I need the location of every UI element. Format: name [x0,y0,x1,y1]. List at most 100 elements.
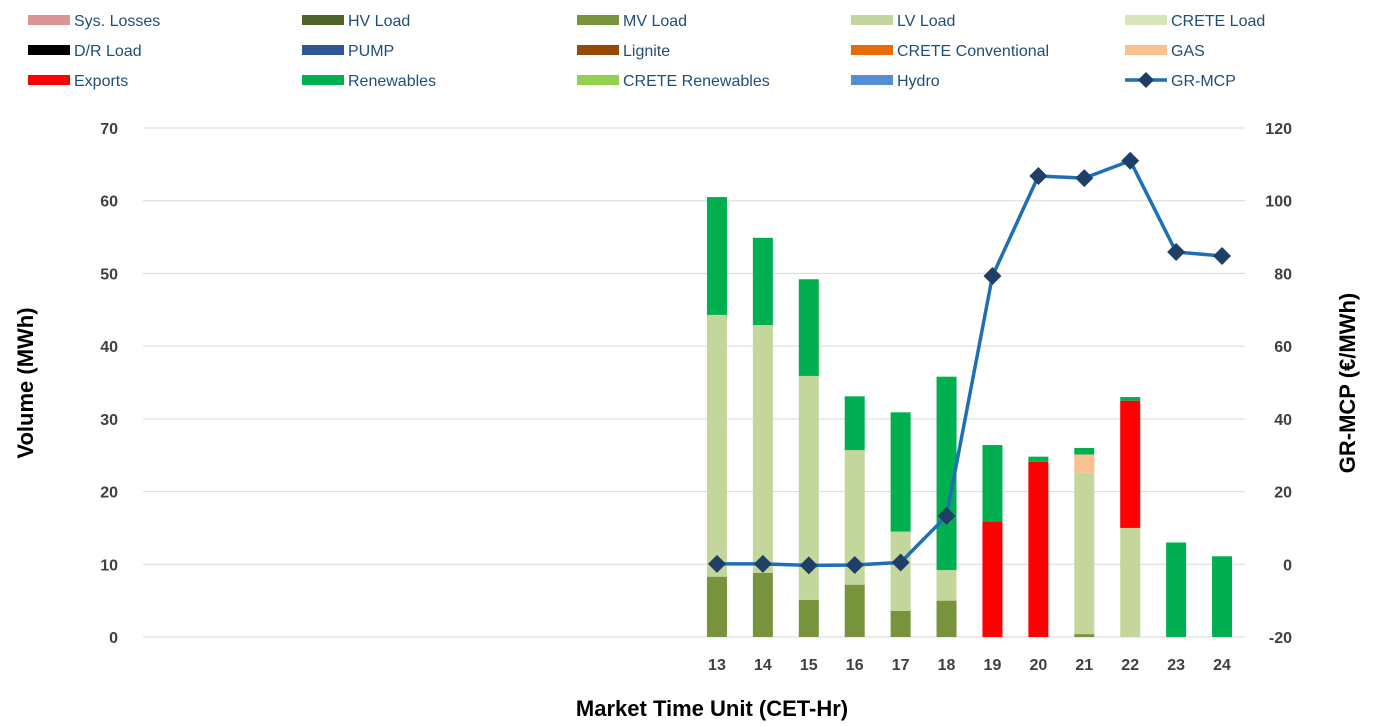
line-marker [1029,166,1048,185]
legend-swatch [302,75,344,85]
legend-label: PUMP [348,43,394,60]
x-tick-label: 13 [708,657,726,674]
bar-segment [982,521,1003,637]
bar-segment [798,599,819,637]
legend-item: Exports [28,73,128,90]
legend-label: Lignite [623,43,670,60]
bar-segment [1028,456,1049,462]
legend-swatch [851,75,893,85]
legend-item: MV Load [577,13,687,30]
y2-tick-label: 40 [1274,412,1292,429]
bar-segment [982,445,1003,522]
y2-axis-title: GR-MCP (€/MWh) [1335,293,1360,473]
bar-segment [1120,400,1141,528]
bar-segment [706,197,727,315]
legend: Sys. Losses HV Load MV Load LV Load CRETE Lo… [28,13,1265,90]
bar-segment [706,314,727,577]
y2-tick-label: -20 [1269,630,1292,647]
bar-segment [1120,527,1141,637]
legend-label: CRETE Load [1171,13,1265,30]
x-tick-label: 20 [1029,657,1047,674]
legend-item: CRETE Conventional [851,43,1049,60]
legend-swatch [577,45,619,55]
y2-tick-label: 0 [1283,557,1292,574]
y-tick-label: 50 [100,266,118,283]
line-marker [983,266,1002,285]
bar-segment [936,600,957,637]
legend-swatch [28,45,70,55]
bars [706,197,1233,637]
legend-swatch [302,45,344,55]
legend-label: GR-MCP [1171,73,1236,90]
bar-segment [752,237,773,326]
y2-tick-label: 80 [1274,266,1292,283]
x-tick-label: 24 [1213,657,1231,674]
legend-item: GR-MCP [1125,72,1236,90]
bar-segment [1074,447,1095,455]
y-tick-label: 20 [100,485,118,502]
legend-swatch [28,75,70,85]
legend-swatch [577,75,619,85]
y2-tick-label: 120 [1265,121,1292,138]
bar-segment [1212,556,1233,637]
x-axis-title: Market Time Unit (CET-Hr) [576,696,848,721]
legend-marker-swatch [1138,72,1154,88]
bar-segment [1074,454,1095,473]
y2-tick-label: 100 [1265,194,1292,211]
axes: 0 10 20 30 40 50 60 70 -20 0 20 40 60 80 100 120 13 14 15 1… [100,121,1292,674]
legend-item: CRETE Renewables [577,73,770,90]
gridlines [143,127,1245,638]
bar-segment [844,396,865,451]
legend-swatch [1125,45,1167,55]
legend-item: HV Load [302,13,410,30]
line-marker [1213,246,1232,265]
x-tick-label: 18 [938,657,956,674]
legend-item: Hydro [851,73,940,90]
bar-segment [890,412,911,532]
line-marker [891,553,910,572]
bar-segment [1074,634,1095,637]
y2-tick-label: 60 [1274,339,1292,356]
legend-label: Hydro [897,73,940,90]
x-tick-label: 23 [1167,657,1185,674]
x-tick-label: 19 [984,657,1002,674]
legend-swatch [28,15,70,25]
y-tick-label: 70 [100,121,118,138]
legend-item: Lignite [577,43,670,60]
legend-swatch [302,15,344,25]
line-marker [1167,242,1186,261]
bar-segment [890,610,911,637]
bar-segment [706,576,727,637]
legend-item: GAS [1125,43,1205,60]
legend-label: D/R Load [74,43,142,60]
legend-label: Sys. Losses [74,13,160,30]
bar-segment [798,375,819,600]
y-tick-label: 10 [100,557,118,574]
legend-label: GAS [1171,43,1205,60]
legend-item: PUMP [302,43,394,60]
bar-segment [1028,461,1049,637]
legend-swatch [577,15,619,25]
legend-label: HV Load [348,13,410,30]
x-tick-label: 17 [892,657,910,674]
y-tick-label: 0 [109,630,118,647]
line-series [707,151,1232,575]
legend-label: MV Load [623,13,687,30]
legend-label: Exports [74,73,128,90]
bar-segment [752,325,773,574]
y-tick-label: 40 [100,339,118,356]
line-marker [799,556,818,575]
bar-segment [936,570,957,601]
x-tick-label: 15 [800,657,818,674]
legend-item: CRETE Load [1125,13,1265,30]
legend-label: CRETE Renewables [623,73,770,90]
legend-label: CRETE Conventional [897,43,1049,60]
legend-label: Renewables [348,73,436,90]
x-tick-label: 22 [1121,657,1139,674]
x-tick-label: 21 [1075,657,1093,674]
y2-tick-label: 20 [1274,485,1292,502]
legend-swatch [851,45,893,55]
legend-swatch [851,15,893,25]
